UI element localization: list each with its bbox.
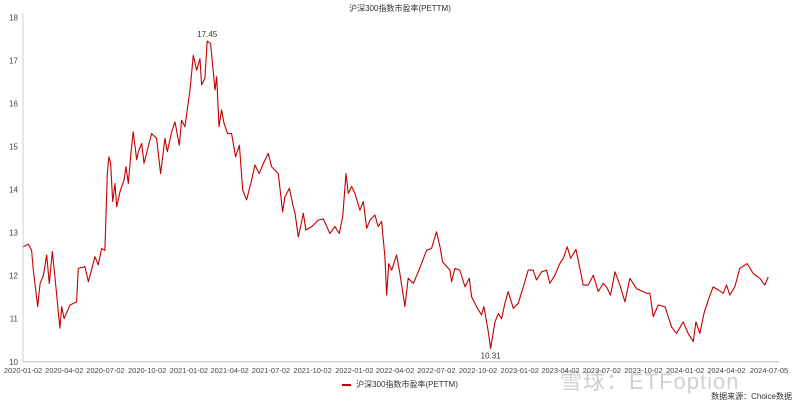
- y-tick-label: 11: [10, 315, 19, 324]
- x-tick-label: 2020-01-02: [4, 366, 42, 375]
- x-tick-label: 2022-01-02: [335, 366, 373, 375]
- x-tick-label: 2021-10-02: [293, 366, 331, 375]
- y-tick-label: 17: [9, 56, 18, 65]
- y-tick-label: 14: [9, 186, 18, 195]
- x-tick-label: 2020-07-02: [86, 366, 124, 375]
- legend-swatch: [342, 383, 352, 386]
- y-tick-label: 15: [9, 142, 18, 151]
- x-tick-label: 2021-07-02: [252, 366, 290, 375]
- x-tick-label: 2020-04-02: [45, 366, 83, 375]
- x-tick-label: 2023-10-02: [624, 366, 662, 375]
- x-tick-label: 2023-07-02: [583, 366, 621, 375]
- y-tick-label: 16: [9, 99, 18, 108]
- y-tick-label: 12: [9, 272, 18, 281]
- x-tick-label: 2023-04-02: [541, 366, 579, 375]
- y-tick-label: 10: [9, 358, 18, 367]
- x-tick-label: 2024-04-02: [707, 366, 745, 375]
- x-tick-label: 2022-07-02: [417, 366, 455, 375]
- y-tick-label: 18: [9, 13, 18, 22]
- x-tick-label: 2024-01-02: [666, 366, 704, 375]
- legend-label: 沪深300指数市盈率(PETTM): [356, 380, 458, 389]
- chart-title: 沪深300指数市盈率(PETTM): [349, 4, 451, 13]
- x-tick-label: 2023-01-02: [501, 366, 539, 375]
- annotations-layer: 17.45 10.31: [197, 30, 501, 360]
- x-tick-label: 2024-07-05: [750, 366, 788, 375]
- x-tick-label: 2020-10-02: [128, 366, 166, 375]
- watermark: 雪球：ETFoption: [560, 369, 740, 394]
- series-layer: [23, 40, 769, 350]
- x-tick-label: 2021-04-02: [210, 366, 248, 375]
- x-tick-label: 2022-10-02: [459, 366, 497, 375]
- data-source-note: 数据来源：Choice数据: [711, 392, 792, 401]
- data-label: 17.45: [197, 30, 218, 39]
- y-tick-label: 13: [9, 229, 18, 238]
- x-tick-label: 2022-04-02: [376, 366, 414, 375]
- x-tick-label: 2021-01-02: [170, 366, 208, 375]
- legend[interactable]: 沪深300指数市盈率(PETTM): [0, 379, 800, 390]
- data-label: 10.31: [481, 351, 502, 360]
- pe-ttm-line: [23, 40, 769, 350]
